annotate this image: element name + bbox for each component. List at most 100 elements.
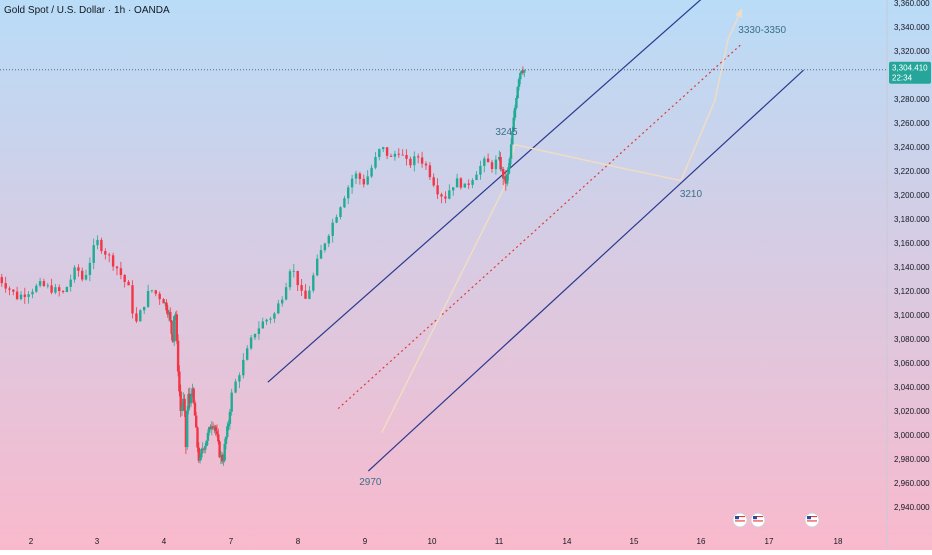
time-tick-label: 18: [834, 537, 843, 546]
candle-body: [119, 268, 123, 275]
time-tick-label: 10: [428, 537, 437, 546]
candle-body: [127, 281, 130, 286]
candle-body: [507, 167, 510, 175]
candle-body: [284, 287, 288, 300]
candle-body: [246, 348, 249, 360]
price-tick-label: 3,260.000: [894, 119, 930, 128]
candle-body: [193, 402, 197, 416]
candle-body: [238, 375, 241, 382]
candle-body: [88, 262, 92, 275]
candle-body: [401, 154, 404, 156]
time-tick-label: 15: [630, 537, 639, 546]
flag-stripe: [753, 522, 763, 524]
candle-body: [84, 275, 88, 280]
candle-body: [210, 426, 213, 430]
candle-body: [389, 155, 393, 157]
candle-body: [176, 340, 180, 372]
candle-body: [448, 190, 451, 199]
candle-body: [257, 328, 261, 334]
candle-body: [135, 313, 138, 322]
candle-body: [0, 277, 4, 284]
price-tick-label: 2,960.000: [894, 479, 930, 488]
candle-body: [198, 457, 202, 461]
price-tick-label: 3,340.000: [894, 23, 930, 32]
candle-body: [230, 392, 233, 412]
candle-body: [520, 70, 523, 73]
candle-body: [15, 291, 19, 300]
candle-body: [170, 320, 173, 334]
candle-body: [432, 177, 435, 186]
candle-body: [504, 176, 507, 184]
candle-body: [277, 303, 280, 314]
flag-stripe: [735, 522, 745, 524]
event-icons[interactable]: [732, 512, 820, 528]
candle-body: [300, 285, 303, 291]
candle-body: [494, 159, 498, 170]
candle-body: [81, 270, 84, 280]
candle-body: [224, 436, 228, 444]
price-axis[interactable]: 2,940.000 2,960.000 2,980.000 3,000.000 3,02…: [894, 0, 930, 512]
candle-body: [23, 294, 26, 297]
candle-body: [335, 217, 338, 223]
candle-body: [227, 423, 230, 427]
flag-stripe: [807, 518, 817, 520]
price-tick-label: 3,060.000: [894, 359, 930, 368]
candle-body: [354, 173, 358, 179]
candle-body: [213, 426, 216, 429]
flag-stripe: [735, 516, 745, 518]
candle-body: [273, 313, 276, 319]
candle-body: [171, 333, 175, 342]
candle-body: [174, 314, 177, 317]
candle-body: [471, 180, 474, 185]
candle-body: [154, 290, 157, 294]
time-axis[interactable]: 2 3 4 7 8 9 10 11 14 15 16 17 18: [29, 537, 843, 546]
flag-stripe: [807, 522, 817, 524]
candle-body: [215, 431, 219, 435]
candle-body: [180, 406, 184, 411]
candle-body: [123, 275, 126, 282]
candle-body: [31, 291, 34, 295]
price-tick-label: 3,200.000: [894, 191, 930, 200]
candle-body: [316, 258, 319, 276]
candle-body: [350, 178, 354, 188]
candle-body: [413, 156, 416, 166]
candle-body: [188, 393, 191, 404]
candle-body: [19, 294, 23, 300]
us-flag-event-icon[interactable]: [804, 512, 820, 528]
price-annotation: 3210: [680, 189, 703, 200]
candle-body: [339, 207, 342, 217]
candle-body: [104, 251, 107, 255]
candle-body: [378, 149, 381, 157]
candle-body: [417, 156, 420, 158]
price-tick-label: 3,000.000: [894, 431, 930, 440]
time-tick-label: 3: [95, 537, 100, 546]
candle-body: [459, 178, 463, 188]
candle-body: [108, 254, 111, 256]
us-flag-event-icon[interactable]: [750, 512, 766, 528]
candle-body: [296, 270, 299, 286]
candle-body: [362, 178, 365, 185]
price-tick-label: 3,220.000: [894, 167, 930, 176]
candle-body: [173, 316, 176, 342]
candle-body: [46, 285, 49, 287]
price-annotation: 2970: [359, 477, 382, 488]
candle-body: [463, 183, 466, 188]
drawing-layer: [0, 0, 887, 472]
candle-body: [214, 426, 217, 432]
candle-body: [503, 176, 506, 179]
candle-body: [183, 398, 186, 412]
candle-body: [436, 185, 439, 195]
candle-body: [405, 155, 408, 159]
candle-body: [27, 294, 30, 297]
candle-body: [208, 427, 211, 433]
candle-body: [323, 243, 327, 251]
calendar-event-icon[interactable]: [732, 512, 748, 528]
candle-body: [222, 460, 225, 462]
candle-body: [249, 337, 253, 349]
candle-body: [189, 396, 193, 404]
candle-body: [512, 117, 515, 132]
